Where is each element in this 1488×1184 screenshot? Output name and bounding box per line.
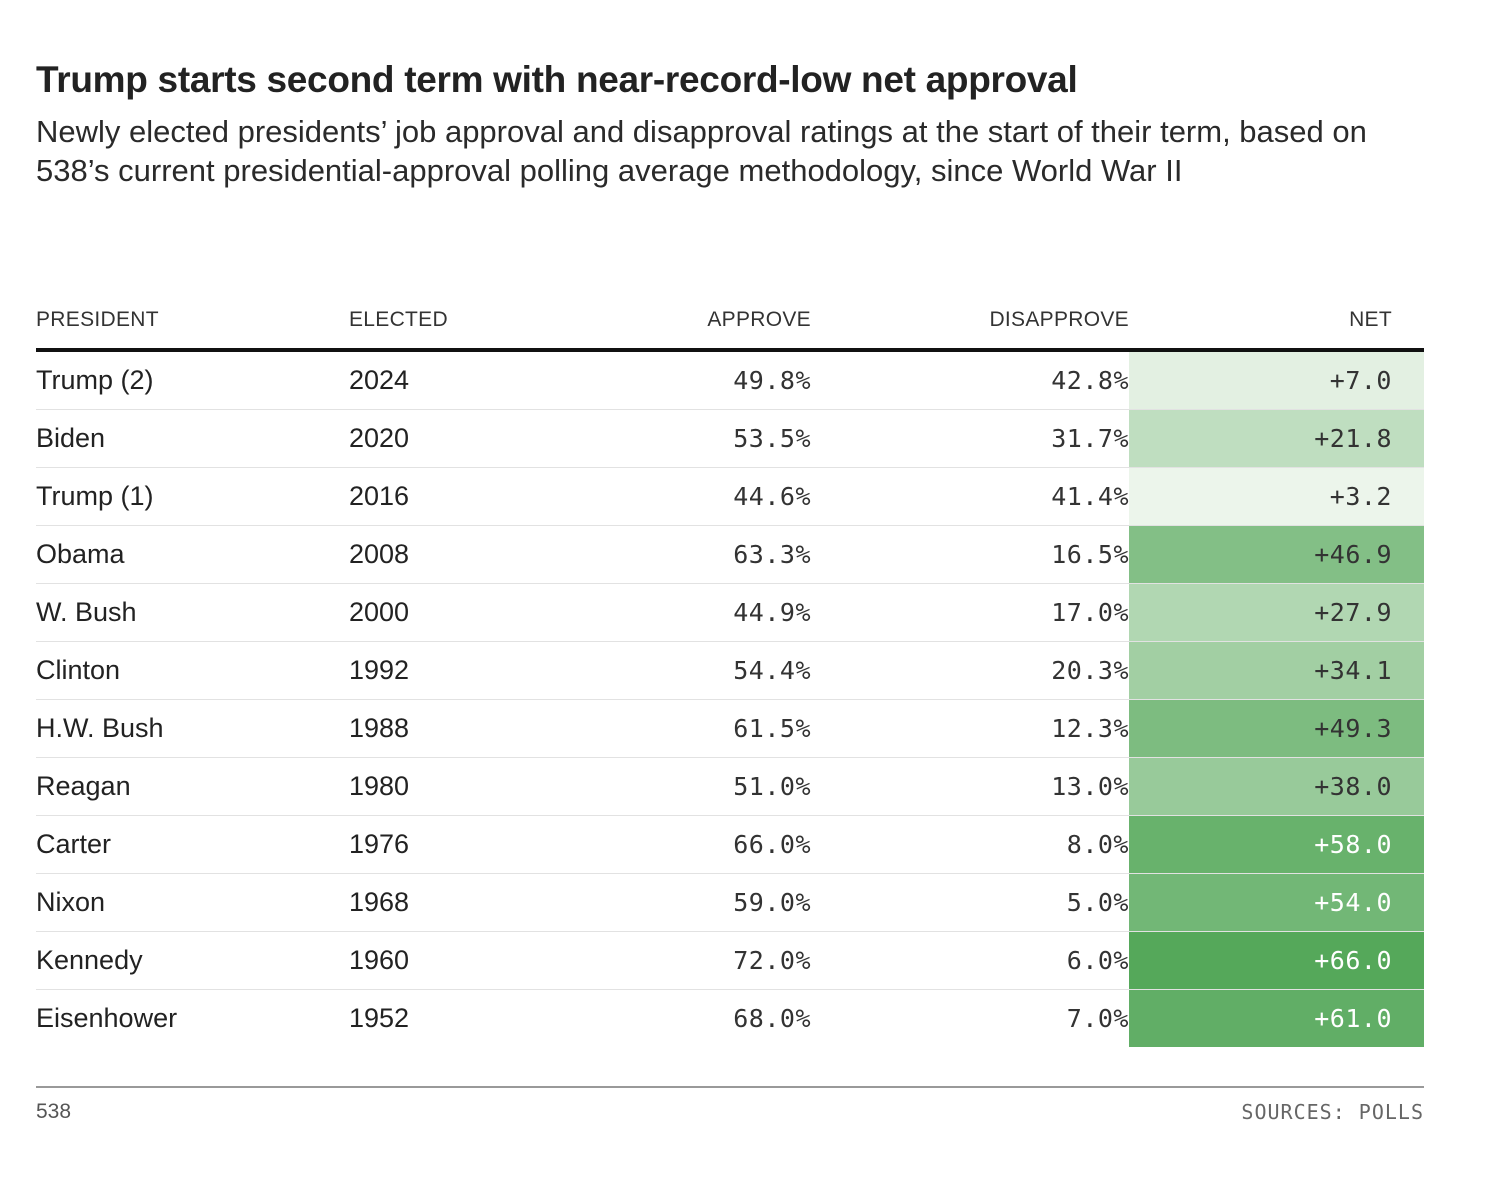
footer-divider	[36, 1086, 1424, 1088]
elected-year: 1980	[349, 757, 509, 816]
approval-table: PRESIDENT ELECTED APPROVE DISAPPROVE NET…	[36, 292, 1424, 1047]
table-row: Kennedy 1960 72.0% 6.0% +66.0	[36, 931, 1424, 990]
elected-year: 1988	[349, 699, 509, 758]
table-row: Nixon 1968 59.0% 5.0% +54.0	[36, 873, 1424, 932]
disapprove-value: 20.3%	[811, 641, 1129, 700]
disapprove-value: 7.0%	[1066, 1004, 1129, 1033]
approve-value: 68.0%	[733, 1004, 811, 1033]
disapprove-value: 8.0%	[811, 815, 1129, 874]
president-name: Nixon	[36, 873, 349, 932]
net-value-cell: +46.9	[1129, 525, 1424, 584]
elected-year: 1960	[349, 931, 509, 990]
table-row: Obama 2008 63.3% 16.5% +46.9	[36, 525, 1424, 584]
elected-year: 1976	[349, 815, 509, 874]
president-name: Trump (2)	[36, 350, 349, 410]
approve-value: 72.0%	[509, 931, 811, 990]
elected-year: 2024	[349, 350, 509, 410]
table-row: Eisenhower 1952 68.0% 7.0% +61.0	[36, 989, 1424, 1047]
president-name: Biden	[36, 409, 349, 468]
net-value-cell: +38.0	[1129, 757, 1424, 816]
elected-year: 2008	[349, 525, 509, 584]
chart-subtitle: Newly elected presidents’ job approval a…	[36, 114, 1367, 188]
approve-value: 54.4%	[509, 641, 811, 700]
disapprove-value: 12.3%	[811, 699, 1129, 758]
disapprove-value: 41.4%	[811, 467, 1129, 526]
table-row: Trump (1) 2016 44.6% 41.4% +3.2	[36, 467, 1424, 526]
net-value-cell: +66.0	[1129, 931, 1424, 990]
column-header-net: NET	[1129, 292, 1424, 352]
net-value-cell: +49.3	[1129, 699, 1424, 758]
credit-label: 538	[36, 1100, 72, 1123]
column-header-president: PRESIDENT	[36, 292, 349, 352]
disapprove-value: 13.0%	[811, 757, 1129, 816]
table-row: Trump (2) 2024 49.8% 42.8% +7.0	[36, 350, 1424, 410]
approve-value: 63.3%	[509, 525, 811, 584]
net-value-cell: +3.2	[1129, 467, 1424, 526]
disapprove-value: 42.8%	[811, 350, 1129, 410]
sources-label: SOURCES: POLLS	[1241, 1100, 1424, 1124]
elected-year: 1952	[349, 1003, 410, 1033]
table-row: W. Bush 2000 44.9% 17.0% +27.9	[36, 583, 1424, 642]
table-row: Carter 1976 66.0% 8.0% +58.0	[36, 815, 1424, 874]
president-name: Obama	[36, 525, 349, 584]
approve-value: 66.0%	[509, 815, 811, 874]
disapprove-value: 31.7%	[811, 409, 1129, 468]
net-value-cell: +58.0	[1129, 815, 1424, 874]
elected-year: 1968	[349, 873, 509, 932]
column-header-approve: APPROVE	[509, 292, 811, 352]
disapprove-value: 16.5%	[811, 525, 1129, 584]
approve-value: 59.0%	[509, 873, 811, 932]
net-value-cell: +61.0	[1129, 989, 1424, 1047]
elected-year: 2000	[349, 583, 509, 642]
approve-value: 51.0%	[509, 757, 811, 816]
table-row: H.W. Bush 1988 61.5% 12.3% +49.3	[36, 699, 1424, 758]
approve-value: 61.5%	[509, 699, 811, 758]
elected-year: 2016	[349, 467, 509, 526]
approve-value: 44.6%	[509, 467, 811, 526]
president-name: Reagan	[36, 757, 349, 816]
table-row: Biden 2020 53.5% 31.7% +21.8	[36, 409, 1424, 468]
president-name: Clinton	[36, 641, 349, 700]
president-name: Trump (1)	[36, 467, 349, 526]
net-value-cell: +34.1	[1129, 641, 1424, 700]
column-header-disapprove: DISAPPROVE	[811, 292, 1129, 352]
approve-value: 49.8%	[509, 350, 811, 410]
disapprove-value: 17.0%	[811, 583, 1129, 642]
net-value-cell: +54.0	[1129, 873, 1424, 932]
elected-year: 2020	[349, 409, 509, 468]
column-header-elected: ELECTED	[349, 292, 509, 352]
president-name: H.W. Bush	[36, 699, 349, 758]
table-row: Clinton 1992 54.4% 20.3% +34.1	[36, 641, 1424, 700]
chart-title: Trump starts second term with near-recor…	[36, 59, 1078, 100]
disapprove-value: 6.0%	[811, 931, 1129, 990]
elected-year: 1992	[349, 641, 509, 700]
president-name: Carter	[36, 815, 349, 874]
disapprove-value: 5.0%	[811, 873, 1129, 932]
approve-value: 53.5%	[509, 409, 811, 468]
table-header-row: PRESIDENT ELECTED APPROVE DISAPPROVE NET	[36, 292, 1424, 352]
net-value-cell: +21.8	[1129, 409, 1424, 468]
table-body: Trump (2) 2024 49.8% 42.8% +7.0 Biden 2020 53.5…	[36, 350, 1424, 1047]
net-value-cell: +7.0	[1129, 350, 1424, 410]
table-row: Reagan 1980 51.0% 13.0% +38.0	[36, 757, 1424, 816]
net-value-cell: +27.9	[1129, 583, 1424, 642]
approve-value: 44.9%	[509, 583, 811, 642]
president-name: Kennedy	[36, 931, 349, 990]
president-name: Eisenhower	[36, 1003, 178, 1033]
president-name: W. Bush	[36, 583, 349, 642]
